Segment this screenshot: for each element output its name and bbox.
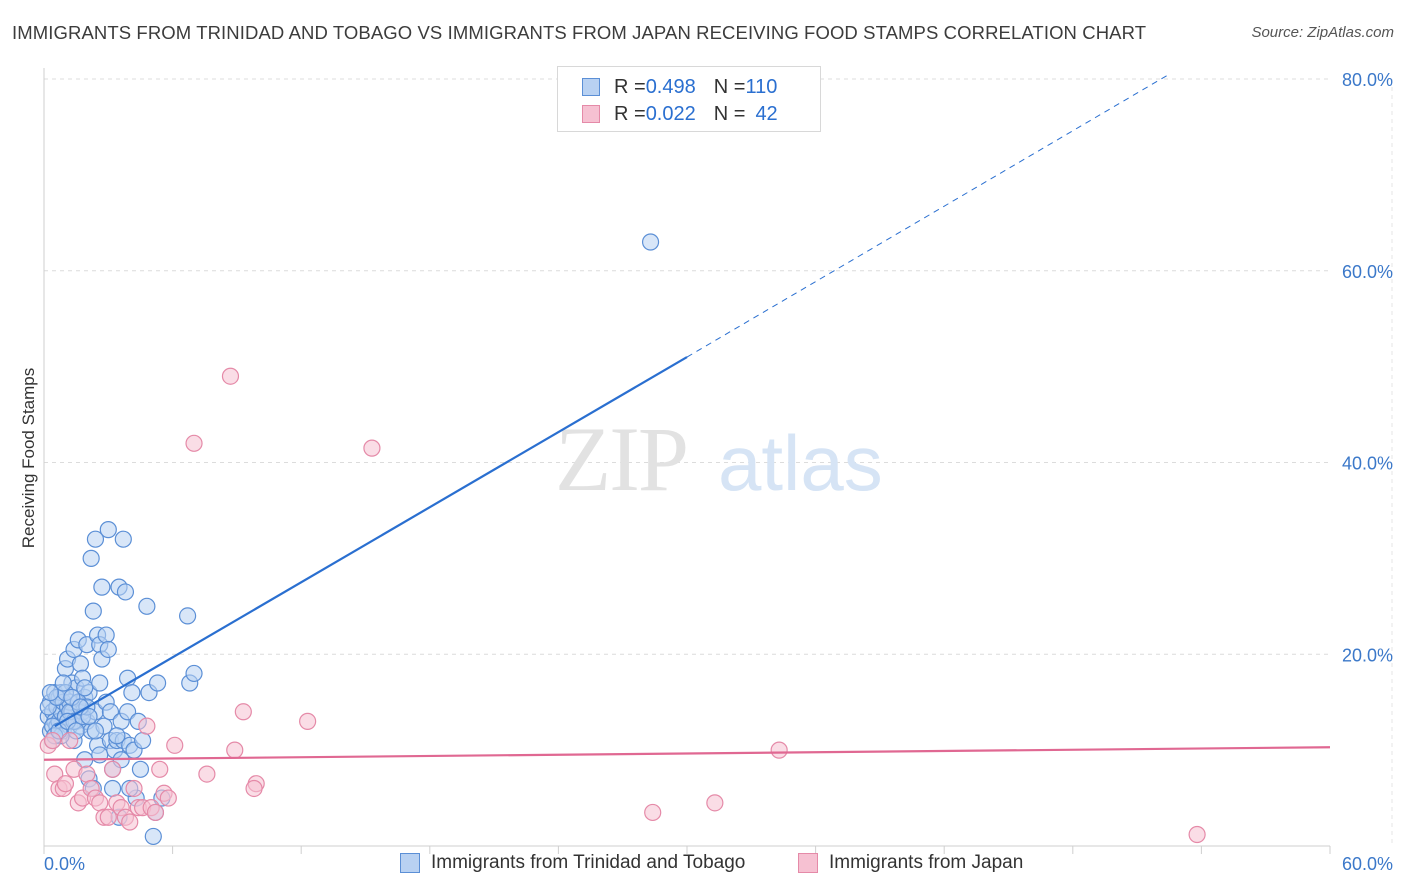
trinidad-point xyxy=(179,607,197,625)
japan-point xyxy=(363,439,381,457)
trinidad-point xyxy=(133,731,152,750)
legend-label-trinidad: Immigrants from Trinidad and Tobago xyxy=(431,852,746,873)
trinidad-point xyxy=(71,655,90,673)
trinidad-point xyxy=(76,679,94,697)
y-tick-label: 60.0% xyxy=(1342,262,1393,282)
trinidad-point xyxy=(91,674,109,692)
y-tick-label: 80.0% xyxy=(1342,70,1393,90)
chart-title: IMMIGRANTS FROM TRINIDAD AND TOBAGO VS I… xyxy=(12,22,1147,43)
n-value: 42 xyxy=(755,102,778,125)
japan-point xyxy=(226,741,244,759)
japan-point xyxy=(151,760,169,778)
trinidad-point xyxy=(641,233,660,251)
japan-point xyxy=(103,760,122,778)
japan-swatch xyxy=(582,105,600,123)
legend-item-trinidad[interactable]: Immigrants from Trinidad and Tobago xyxy=(400,852,745,874)
watermark-atlas: atlas xyxy=(718,419,883,507)
japan-point xyxy=(706,794,724,812)
n-label: N = xyxy=(713,75,746,98)
trinidad-point xyxy=(108,727,126,745)
trinidad-point xyxy=(86,722,105,740)
trinidad-point xyxy=(144,827,162,846)
r-label: R = xyxy=(614,75,646,98)
japan-point xyxy=(198,765,216,783)
japan-point xyxy=(43,731,62,750)
trinidad-point xyxy=(97,626,115,644)
legend-row-japan: R = 0.022 N = 42 xyxy=(582,102,778,126)
trinidad-point xyxy=(82,549,100,567)
legend-row-trinidad: R = 0.498 N = 110 xyxy=(582,75,777,99)
n-label: N = xyxy=(713,102,746,125)
trinidad-point xyxy=(41,683,60,702)
japan-legend-swatch xyxy=(798,853,818,873)
trinidad-swatch xyxy=(582,78,600,96)
japan-point xyxy=(1188,825,1206,844)
trinidad-point xyxy=(116,583,135,601)
trinidad-trend-line xyxy=(54,356,688,728)
legend-item-japan[interactable]: Immigrants from Japan xyxy=(798,852,1023,874)
trinidad-point xyxy=(131,760,150,778)
japan-point xyxy=(56,775,75,793)
y-tick-label: 20.0% xyxy=(1342,645,1393,665)
x-tick-label: 60.0% xyxy=(1342,854,1393,874)
trinidad-point xyxy=(93,578,111,596)
series-legend: Immigrants from Trinidad and Tobago Immi… xyxy=(0,852,1406,878)
trinidad-point xyxy=(86,530,105,548)
x-tick-label: 0.0% xyxy=(44,854,85,874)
japan-point xyxy=(78,765,96,783)
japan-point xyxy=(185,434,203,452)
r-label: R = xyxy=(614,102,646,125)
trinidad-point xyxy=(91,746,109,764)
trinidad-point xyxy=(118,703,137,721)
legend-label-japan: Immigrants from Japan xyxy=(829,852,1024,873)
japan-point xyxy=(138,717,156,735)
trinidad-point xyxy=(54,674,72,692)
source-credit: Source: ZipAtlas.com xyxy=(1251,24,1394,41)
watermark-zip: ZIP xyxy=(555,408,687,510)
n-value: 110 xyxy=(745,75,778,98)
japan-point xyxy=(99,808,117,826)
trinidad-point xyxy=(123,683,141,702)
japan-trend-line xyxy=(43,746,1331,761)
trinidad-point xyxy=(138,597,156,615)
japan-point xyxy=(125,779,143,798)
trinidad-legend-swatch xyxy=(400,853,420,873)
japan-point xyxy=(234,703,252,721)
japan-point xyxy=(299,712,317,730)
trinidad-point xyxy=(185,664,203,683)
trinidad-point xyxy=(103,779,122,798)
trinidad-point xyxy=(99,521,117,539)
trinidad-trend-extension xyxy=(686,73,1170,358)
r-value: 0.498 xyxy=(645,75,696,98)
japan-point xyxy=(146,803,165,822)
japan-point xyxy=(159,789,177,807)
trinidad-point xyxy=(80,707,98,726)
japan-point xyxy=(121,813,139,831)
r-value: 0.022 xyxy=(645,102,696,125)
japan-point xyxy=(644,803,662,822)
trinidad-point xyxy=(99,640,117,659)
japan-point xyxy=(245,779,263,798)
trinidad-point xyxy=(114,530,132,548)
japan-point xyxy=(91,794,109,812)
trinidad-point xyxy=(101,703,120,721)
japan-point xyxy=(61,731,79,750)
correlation-legend: R = 0.498 N = 110 R = 0.022 N = 42 xyxy=(557,66,821,132)
trinidad-point xyxy=(148,674,167,692)
japan-point xyxy=(770,741,788,759)
japan-point xyxy=(221,367,240,385)
y-tick-label: 40.0% xyxy=(1342,454,1393,474)
trinidad-point xyxy=(84,602,102,620)
japan-point xyxy=(166,736,184,754)
